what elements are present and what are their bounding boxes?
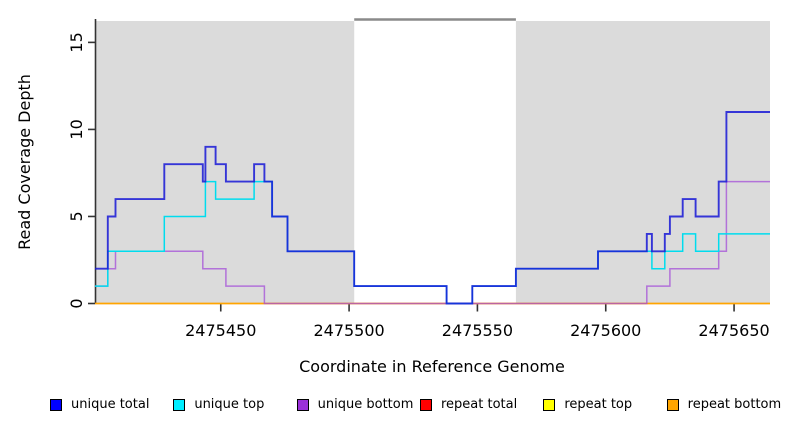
x-tick-label: 2475500 — [313, 321, 384, 340]
x-tick-label: 2475650 — [698, 321, 769, 340]
legend-label: unique top — [194, 397, 265, 412]
x-tick-label: 2475600 — [570, 321, 641, 340]
legend-swatch-unique-bottom — [296, 398, 309, 411]
legend-item-repeat-bottom: repeat bottom — [666, 397, 790, 412]
y-tick-label: 15 — [67, 32, 86, 52]
highlight-band — [354, 20, 516, 304]
legend-item-unique-bottom: unique bottom — [296, 397, 420, 412]
legend: unique total unique top unique bottom repea… — [50, 397, 790, 412]
legend-swatch-unique-top — [173, 398, 186, 411]
y-tick-label: 5 — [67, 211, 86, 221]
series-line-unique-total — [95, 111, 770, 305]
series-layer — [95, 111, 770, 305]
x-tick-label: 2475550 — [442, 321, 513, 340]
x-axis-label: Coordinate in Reference Genome — [299, 357, 565, 376]
legend-item-unique-total: unique total — [50, 397, 173, 412]
legend-label: repeat total — [440, 397, 518, 412]
legend-label: repeat bottom — [687, 397, 782, 412]
legend-item-repeat-top: repeat top — [543, 397, 666, 412]
legend-label: repeat top — [564, 397, 633, 412]
legend-item-unique-top: unique top — [173, 397, 296, 412]
legend-swatch-unique-total — [50, 398, 62, 411]
axes-layer: 0 5 10 15 2475450 2475500 2475550 2475600 247565… — [67, 19, 770, 340]
legend-swatch-repeat-bottom — [666, 398, 679, 411]
plot-background-layer — [95, 18, 770, 304]
legend-label: unique total — [71, 397, 150, 412]
legend-label: unique bottom — [317, 397, 414, 412]
y-axis-label: Read Coverage Depth — [15, 74, 34, 250]
legend-item-repeat-total: repeat total — [419, 397, 543, 412]
series-line-unique-bottom — [95, 180, 770, 305]
x-tick-label: 2475450 — [185, 321, 256, 340]
legend-swatch-repeat-total — [419, 398, 432, 411]
y-tick-label: 0 — [67, 298, 86, 308]
y-tick-label: 10 — [67, 119, 86, 139]
legend-swatch-repeat-top — [543, 398, 556, 411]
